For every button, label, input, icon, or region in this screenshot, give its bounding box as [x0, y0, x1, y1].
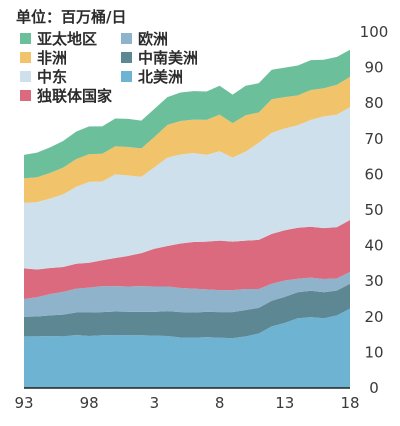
- legend-label: 亚太地区: [37, 30, 97, 48]
- y-tick-label: 70: [364, 130, 383, 148]
- legend-label: 欧洲: [138, 30, 168, 48]
- unit-label: 单位：百万桶/日: [16, 8, 126, 26]
- y-tick-label: 10: [364, 343, 383, 361]
- y-tick-label: 50: [364, 201, 383, 219]
- legend-label: 中南美洲: [138, 49, 198, 67]
- legend-swatch: [121, 52, 132, 63]
- legend-swatch: [121, 71, 132, 82]
- legend-swatch: [20, 52, 31, 63]
- legend-swatch: [20, 33, 31, 44]
- legend-item: 中南美洲: [121, 49, 198, 67]
- x-tick-label: 8: [215, 394, 225, 412]
- y-tick-label: 0: [369, 379, 379, 397]
- legend-label: 非洲: [37, 49, 67, 67]
- y-tick-label: 40: [364, 237, 383, 255]
- legend-swatch: [20, 71, 31, 82]
- x-tick-label: 3: [150, 394, 160, 412]
- legend-label: 北美洲: [138, 68, 183, 86]
- x-tick-label: 98: [80, 394, 99, 412]
- area-series-5: [24, 76, 350, 203]
- area-series-3: [24, 219, 350, 299]
- area-series-2: [24, 271, 350, 317]
- area-series-4: [24, 107, 350, 270]
- area-series-6: [24, 49, 350, 179]
- area-series-layer: [24, 49, 350, 388]
- area-series-0: [24, 308, 350, 388]
- legend-swatch: [20, 90, 31, 101]
- legend-item: 欧洲: [121, 30, 168, 48]
- y-tick-label: 90: [364, 59, 383, 77]
- x-tick-label: 18: [340, 394, 359, 412]
- y-axis-ticks: 0 10 20 30 40 50 60 70 80 90 100: [360, 23, 389, 397]
- y-tick-label: 30: [364, 272, 383, 290]
- legend-item: 独联体国家: [20, 87, 112, 105]
- y-tick-label: 20: [364, 308, 383, 326]
- legend-item: 非洲: [20, 49, 67, 67]
- legend-item: 亚太地区: [20, 30, 97, 48]
- x-axis-ticks: 93 98 3 8 13 18: [14, 394, 359, 412]
- legend-label: 独联体国家: [37, 87, 112, 105]
- x-tick-label: 93: [14, 394, 33, 412]
- y-tick-label: 60: [364, 165, 383, 183]
- y-tick-label: 80: [364, 94, 383, 112]
- y-tick-label: 100: [360, 23, 389, 41]
- legend-item: 中东: [20, 68, 67, 86]
- legend-item: 北美洲: [121, 68, 183, 86]
- area-series-1: [24, 283, 350, 339]
- x-tick-label: 13: [275, 394, 294, 412]
- legend-label: 中东: [37, 68, 67, 86]
- legend-swatch: [121, 33, 132, 44]
